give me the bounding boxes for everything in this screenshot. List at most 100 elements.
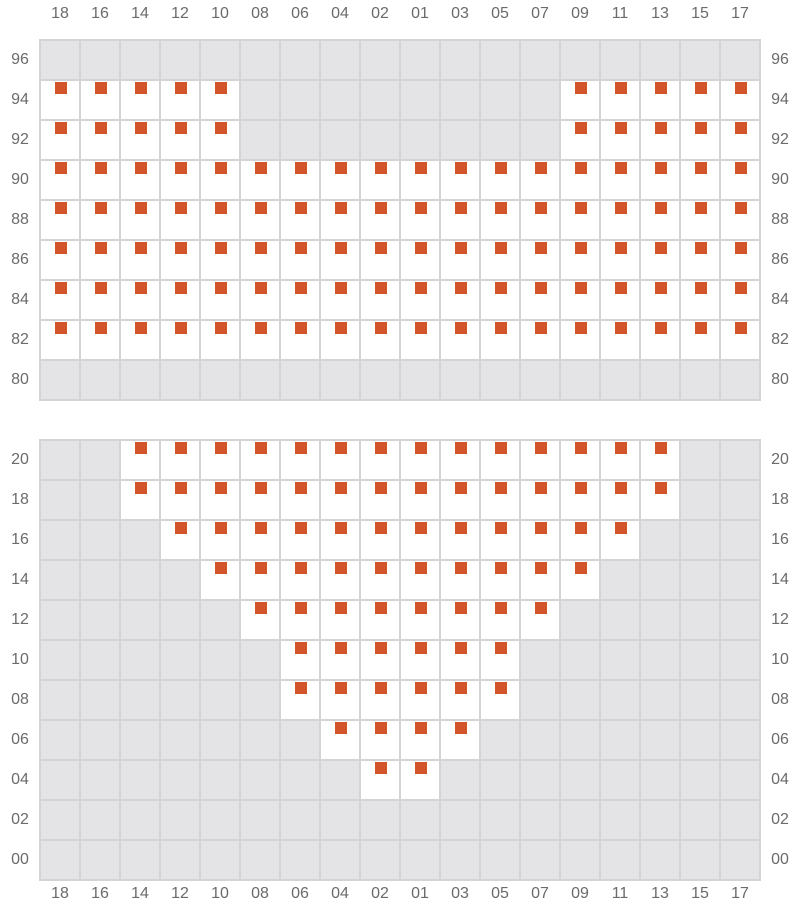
seat-20-06[interactable] xyxy=(295,442,307,454)
seat-18-03[interactable] xyxy=(455,482,467,494)
seat-92-09[interactable] xyxy=(575,122,587,134)
seat-20-11[interactable] xyxy=(615,442,627,454)
seat-14-09[interactable] xyxy=(575,562,587,574)
seat-90-03[interactable] xyxy=(455,162,467,174)
seat-94-15[interactable] xyxy=(695,82,707,94)
seat-16-04[interactable] xyxy=(335,522,347,534)
seat-82-07[interactable] xyxy=(535,322,547,334)
seat-88-02[interactable] xyxy=(375,202,387,214)
seat-18-10[interactable] xyxy=(215,482,227,494)
seat-16-05[interactable] xyxy=(495,522,507,534)
seat-88-05[interactable] xyxy=(495,202,507,214)
seat-82-17[interactable] xyxy=(735,322,747,334)
seat-92-12[interactable] xyxy=(175,122,187,134)
seat-06-01[interactable] xyxy=(415,722,427,734)
seat-92-14[interactable] xyxy=(135,122,147,134)
seat-88-08[interactable] xyxy=(255,202,267,214)
seat-16-07[interactable] xyxy=(535,522,547,534)
seat-20-02[interactable] xyxy=(375,442,387,454)
seat-10-01[interactable] xyxy=(415,642,427,654)
seat-14-04[interactable] xyxy=(335,562,347,574)
seat-86-02[interactable] xyxy=(375,242,387,254)
seat-86-18[interactable] xyxy=(55,242,67,254)
seat-86-12[interactable] xyxy=(175,242,187,254)
seat-84-14[interactable] xyxy=(135,282,147,294)
seat-90-10[interactable] xyxy=(215,162,227,174)
seat-12-06[interactable] xyxy=(295,602,307,614)
seat-20-14[interactable] xyxy=(135,442,147,454)
seat-94-12[interactable] xyxy=(175,82,187,94)
seat-08-01[interactable] xyxy=(415,682,427,694)
seat-88-15[interactable] xyxy=(695,202,707,214)
seat-92-17[interactable] xyxy=(735,122,747,134)
seat-92-10[interactable] xyxy=(215,122,227,134)
seat-90-14[interactable] xyxy=(135,162,147,174)
seat-10-03[interactable] xyxy=(455,642,467,654)
seat-94-18[interactable] xyxy=(55,82,67,94)
seat-14-08[interactable] xyxy=(255,562,267,574)
seat-90-16[interactable] xyxy=(95,162,107,174)
seat-92-15[interactable] xyxy=(695,122,707,134)
seat-16-06[interactable] xyxy=(295,522,307,534)
seat-20-01[interactable] xyxy=(415,442,427,454)
seat-86-16[interactable] xyxy=(95,242,107,254)
seat-88-13[interactable] xyxy=(655,202,667,214)
seat-18-12[interactable] xyxy=(175,482,187,494)
seat-16-08[interactable] xyxy=(255,522,267,534)
seat-14-06[interactable] xyxy=(295,562,307,574)
seat-86-13[interactable] xyxy=(655,242,667,254)
seat-84-05[interactable] xyxy=(495,282,507,294)
seat-90-04[interactable] xyxy=(335,162,347,174)
seat-92-13[interactable] xyxy=(655,122,667,134)
seat-14-02[interactable] xyxy=(375,562,387,574)
seat-06-03[interactable] xyxy=(455,722,467,734)
seat-90-08[interactable] xyxy=(255,162,267,174)
seat-12-03[interactable] xyxy=(455,602,467,614)
seat-86-04[interactable] xyxy=(335,242,347,254)
seat-82-11[interactable] xyxy=(615,322,627,334)
seat-82-18[interactable] xyxy=(55,322,67,334)
seat-86-15[interactable] xyxy=(695,242,707,254)
seat-08-05[interactable] xyxy=(495,682,507,694)
seat-20-12[interactable] xyxy=(175,442,187,454)
seat-82-03[interactable] xyxy=(455,322,467,334)
seat-18-01[interactable] xyxy=(415,482,427,494)
seat-84-07[interactable] xyxy=(535,282,547,294)
seat-18-13[interactable] xyxy=(655,482,667,494)
seat-90-07[interactable] xyxy=(535,162,547,174)
seat-84-10[interactable] xyxy=(215,282,227,294)
seat-08-02[interactable] xyxy=(375,682,387,694)
seat-90-06[interactable] xyxy=(295,162,307,174)
seat-88-07[interactable] xyxy=(535,202,547,214)
seat-08-03[interactable] xyxy=(455,682,467,694)
seat-14-05[interactable] xyxy=(495,562,507,574)
seat-20-09[interactable] xyxy=(575,442,587,454)
seat-88-09[interactable] xyxy=(575,202,587,214)
seat-82-08[interactable] xyxy=(255,322,267,334)
seat-14-01[interactable] xyxy=(415,562,427,574)
seat-84-11[interactable] xyxy=(615,282,627,294)
seat-82-01[interactable] xyxy=(415,322,427,334)
seat-20-10[interactable] xyxy=(215,442,227,454)
seat-18-11[interactable] xyxy=(615,482,627,494)
seat-90-11[interactable] xyxy=(615,162,627,174)
seat-12-07[interactable] xyxy=(535,602,547,614)
seat-82-05[interactable] xyxy=(495,322,507,334)
seat-88-17[interactable] xyxy=(735,202,747,214)
seat-18-02[interactable] xyxy=(375,482,387,494)
seat-84-02[interactable] xyxy=(375,282,387,294)
seat-82-09[interactable] xyxy=(575,322,587,334)
seat-08-06[interactable] xyxy=(295,682,307,694)
seat-20-05[interactable] xyxy=(495,442,507,454)
seat-82-16[interactable] xyxy=(95,322,107,334)
seat-86-08[interactable] xyxy=(255,242,267,254)
seat-88-03[interactable] xyxy=(455,202,467,214)
seat-84-08[interactable] xyxy=(255,282,267,294)
seat-88-06[interactable] xyxy=(295,202,307,214)
seat-94-09[interactable] xyxy=(575,82,587,94)
seat-16-01[interactable] xyxy=(415,522,427,534)
seat-16-02[interactable] xyxy=(375,522,387,534)
seat-86-10[interactable] xyxy=(215,242,227,254)
seat-84-13[interactable] xyxy=(655,282,667,294)
seat-88-01[interactable] xyxy=(415,202,427,214)
